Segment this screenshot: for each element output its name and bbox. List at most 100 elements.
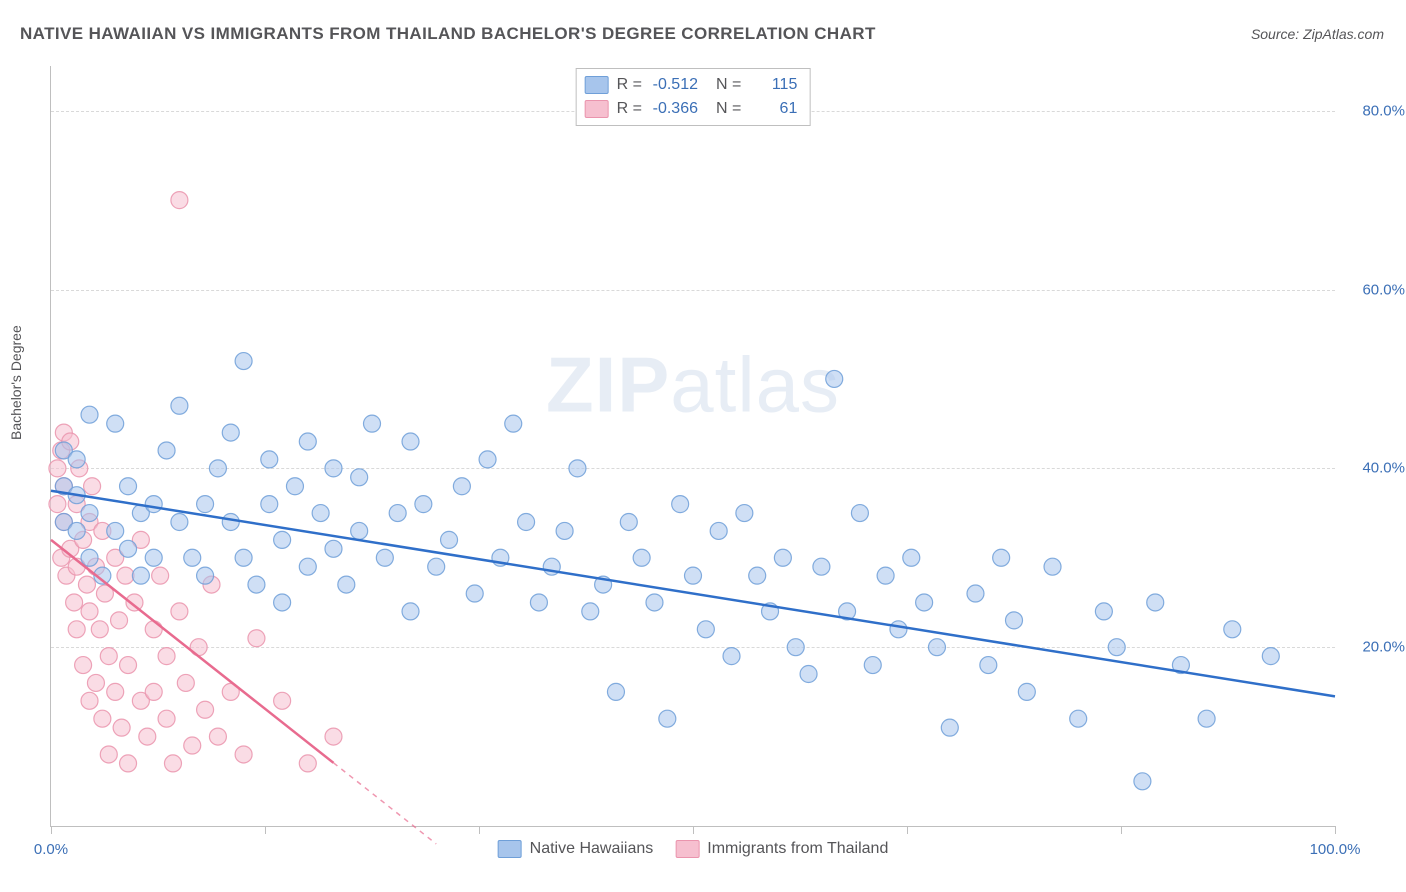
- point-series-1: [941, 719, 958, 736]
- y-tick-label: 20.0%: [1345, 639, 1405, 656]
- point-series-1: [1006, 612, 1023, 629]
- point-series-2: [120, 657, 137, 674]
- point-series-2: [171, 192, 188, 209]
- legend-item-2: Immigrants from Thailand: [675, 840, 888, 858]
- point-series-1: [1044, 558, 1061, 575]
- point-series-1: [697, 621, 714, 638]
- stat-r-value-2: -0.366: [650, 97, 698, 121]
- point-series-1: [890, 621, 907, 638]
- point-series-1: [1070, 710, 1087, 727]
- point-series-1: [107, 522, 124, 539]
- point-series-1: [993, 549, 1010, 566]
- point-series-1: [197, 496, 214, 513]
- series-legend: Native Hawaiians Immigrants from Thailan…: [498, 840, 889, 858]
- stat-r-value-1: -0.512: [650, 73, 698, 97]
- point-series-1: [967, 585, 984, 602]
- point-series-1: [813, 558, 830, 575]
- point-series-1: [274, 531, 291, 548]
- x-tick: [907, 826, 908, 834]
- point-series-1: [235, 353, 252, 370]
- point-series-1: [209, 460, 226, 477]
- point-series-2: [177, 674, 194, 691]
- point-series-1: [364, 415, 381, 432]
- trendline-series-2-dashed: [333, 763, 436, 844]
- stat-legend: R = -0.512 N = 115 R = -0.366 N = 61: [576, 68, 811, 126]
- point-series-1: [800, 666, 817, 683]
- source-attribution: Source: ZipAtlas.com: [1251, 26, 1384, 42]
- point-series-2: [209, 728, 226, 745]
- point-series-2: [87, 674, 104, 691]
- source-prefix: Source:: [1251, 26, 1303, 42]
- point-series-1: [274, 594, 291, 611]
- point-series-1: [659, 710, 676, 727]
- point-series-1: [197, 567, 214, 584]
- y-tick-label: 60.0%: [1345, 281, 1405, 298]
- point-series-2: [235, 746, 252, 763]
- point-series-1: [299, 433, 316, 450]
- point-series-1: [980, 657, 997, 674]
- point-series-1: [518, 514, 535, 531]
- point-series-1: [1262, 648, 1279, 665]
- point-series-2: [91, 621, 108, 638]
- point-series-1: [158, 442, 175, 459]
- x-tick: [1335, 826, 1336, 834]
- point-series-1: [402, 433, 419, 450]
- point-series-1: [903, 549, 920, 566]
- point-series-1: [376, 549, 393, 566]
- point-series-2: [94, 710, 111, 727]
- point-series-2: [100, 648, 117, 665]
- point-series-1: [68, 522, 85, 539]
- plot-svg: [51, 66, 1335, 826]
- point-series-1: [723, 648, 740, 665]
- point-series-2: [197, 701, 214, 718]
- point-series-1: [505, 415, 522, 432]
- point-series-1: [1018, 683, 1035, 700]
- point-series-2: [84, 478, 101, 495]
- x-tick-label: 100.0%: [1310, 841, 1361, 858]
- stat-n-label-1: N =: [716, 73, 741, 97]
- point-series-1: [389, 505, 406, 522]
- point-series-1: [184, 549, 201, 566]
- point-series-1: [402, 603, 419, 620]
- point-series-1: [81, 505, 98, 522]
- x-tick: [693, 826, 694, 834]
- point-series-1: [633, 549, 650, 566]
- point-series-2: [248, 630, 265, 647]
- point-series-1: [171, 397, 188, 414]
- point-series-1: [299, 558, 316, 575]
- point-series-1: [261, 451, 278, 468]
- x-tick-label: 0.0%: [34, 841, 68, 858]
- point-series-1: [415, 496, 432, 513]
- point-series-1: [1134, 773, 1151, 790]
- point-series-1: [1108, 639, 1125, 656]
- point-series-2: [66, 594, 83, 611]
- point-series-1: [248, 576, 265, 593]
- point-series-2: [145, 621, 162, 638]
- point-series-2: [164, 755, 181, 772]
- point-series-2: [152, 567, 169, 584]
- x-tick: [479, 826, 480, 834]
- point-series-1: [107, 415, 124, 432]
- point-series-1: [453, 478, 470, 495]
- point-series-2: [107, 683, 124, 700]
- point-series-1: [749, 567, 766, 584]
- x-tick: [265, 826, 266, 834]
- point-series-1: [736, 505, 753, 522]
- point-series-1: [145, 496, 162, 513]
- point-series-1: [338, 576, 355, 593]
- point-series-1: [132, 567, 149, 584]
- point-series-1: [620, 514, 637, 531]
- point-series-1: [145, 549, 162, 566]
- point-series-1: [556, 522, 573, 539]
- point-series-1: [928, 639, 945, 656]
- point-series-1: [235, 549, 252, 566]
- point-series-2: [75, 657, 92, 674]
- point-series-1: [1095, 603, 1112, 620]
- stat-row-2: R = -0.366 N = 61: [585, 97, 798, 121]
- point-series-2: [184, 737, 201, 754]
- x-tick: [1121, 826, 1122, 834]
- point-series-1: [120, 540, 137, 557]
- chart-title: NATIVE HAWAIIAN VS IMMIGRANTS FROM THAIL…: [20, 24, 876, 44]
- point-series-1: [851, 505, 868, 522]
- point-series-2: [139, 728, 156, 745]
